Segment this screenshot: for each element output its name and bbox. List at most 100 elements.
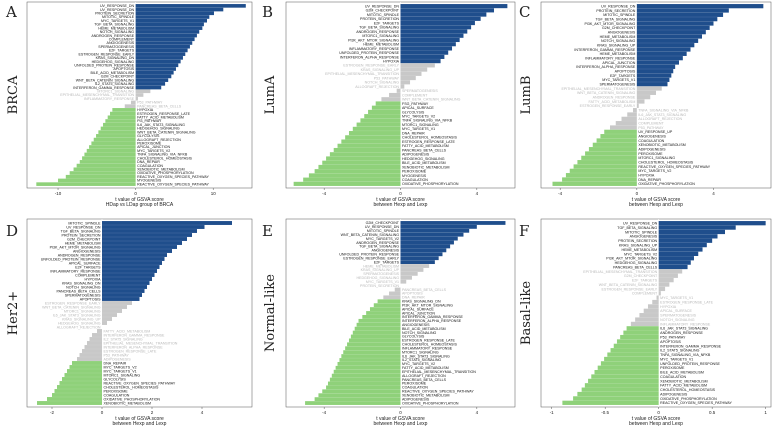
bar-label: PEROXISOME bbox=[402, 170, 427, 174]
subtype-label: BRCA bbox=[6, 75, 21, 114]
bar-up bbox=[400, 224, 477, 229]
bar-label: PROTEIN_SECRETION bbox=[360, 284, 399, 288]
bar-label: EPITHELIAL_MESENCHYMAL_TRANSITION bbox=[402, 370, 476, 374]
bar-down bbox=[369, 307, 401, 311]
bar-up bbox=[135, 70, 174, 75]
bar-up bbox=[400, 4, 508, 9]
bar-up bbox=[102, 221, 232, 225]
bar-label: PI3K_AKT_MTOR_SIGNALING bbox=[50, 245, 101, 249]
bar-label: PI3K_AKT_MTOR_SIGNALING bbox=[606, 257, 657, 261]
bar-up bbox=[135, 30, 200, 34]
x-axis-title: t value of GSVA score bbox=[632, 416, 681, 422]
bar-label: SPERMATOGENESIS bbox=[65, 293, 101, 297]
bar-label: APICAL_JUNCTION bbox=[402, 311, 435, 315]
bar-label: CHOLESTEROL_HOMEOSTASIS bbox=[660, 388, 715, 392]
x-tick-label: 0 bbox=[101, 410, 104, 415]
x-axis-title: t value of GSVA score bbox=[632, 197, 681, 203]
bar-label: OXIDATIVE_PHOSPHORYLATION bbox=[104, 397, 161, 401]
bar-label: ESTROGEN_RESPONSE_LATE bbox=[137, 112, 190, 116]
bar-label: ESTROGEN_RESPONSE_EARLY bbox=[602, 287, 658, 291]
bar-label: PROTEIN_SECRETION bbox=[62, 233, 101, 237]
bar-label: IL6_JAK_STAT3_SIGNALING bbox=[660, 327, 708, 331]
bar-label: COMPLEMENT bbox=[402, 93, 428, 97]
x-tick-label: 0.5 bbox=[709, 410, 716, 415]
bar-down bbox=[375, 101, 401, 106]
bar-label: XENOBIOTIC_METABOLISM bbox=[402, 393, 449, 397]
bar-label: ALLOGRAFT_REJECTION bbox=[638, 117, 682, 121]
bar-down bbox=[347, 342, 401, 347]
bar-neutral bbox=[135, 93, 144, 97]
bar-down bbox=[371, 105, 401, 110]
bar-down bbox=[105, 119, 136, 123]
bar-label: KRAS_SIGNALING_UP bbox=[62, 317, 101, 321]
bar-up bbox=[636, 64, 676, 69]
bar-label: DNA_REPAIR bbox=[402, 131, 425, 135]
x-tick-label: 10 bbox=[211, 191, 217, 196]
bar-label: HEDGEHOG_SIGNALING bbox=[137, 127, 180, 131]
bar-label: UNFOLDED_PROTEIN_RESPONSE bbox=[339, 51, 399, 55]
bar-label: OXIDATIVE_PHOSPHORYLATION bbox=[638, 182, 695, 186]
bar-label: PANCREAS_BETA_CELLS bbox=[613, 265, 658, 269]
bar-down bbox=[98, 130, 136, 134]
bar-up bbox=[135, 7, 224, 12]
bar-neutral bbox=[97, 329, 102, 333]
bar-label: CHOLESTEROL_HOMEOSTASIS bbox=[638, 161, 693, 165]
bar-label: MYOGENESIS bbox=[137, 179, 162, 183]
bar-up bbox=[400, 50, 449, 55]
plot-frame bbox=[540, 218, 772, 408]
bar-down bbox=[366, 311, 401, 315]
bar-label: BILE_ACID_METABOLISM bbox=[402, 161, 446, 165]
bar-label: INTERFERON_ALPHA_RESPONSE bbox=[402, 319, 462, 323]
bar-up bbox=[400, 244, 451, 249]
bar-label: UV_RESPONSE_DN bbox=[623, 222, 658, 226]
x-axis-title: t value of GSVA score bbox=[376, 416, 425, 422]
bar-neutral bbox=[636, 103, 639, 108]
x-tick-label: -4 bbox=[322, 410, 326, 415]
bar-neutral bbox=[135, 96, 138, 101]
bar-label: G2M_CHECKPOINT bbox=[366, 9, 400, 13]
bar-up bbox=[400, 221, 506, 225]
bar-label: MYC_TARGETS_V2 bbox=[402, 115, 435, 119]
bar-up bbox=[400, 232, 464, 237]
bar-label: REACTIVE_OXYGEN_SPECIES_PATHWAY bbox=[137, 175, 209, 179]
bar-label: REACTIVE_OXYGEN_SPECIES_PATHWAY bbox=[137, 182, 209, 186]
bar-neutral bbox=[658, 291, 661, 296]
bar-label: HYPOXIA bbox=[383, 59, 400, 63]
bar-label: APICAL_SURFACE bbox=[660, 309, 692, 313]
bar-down bbox=[573, 396, 659, 401]
bar-up bbox=[658, 229, 725, 235]
plot-frame bbox=[26, 1, 253, 189]
bar-up bbox=[135, 59, 181, 64]
bar-label: E2F_TARGETS bbox=[374, 21, 400, 25]
bar-label: HEDGEHOG_SIGNALING bbox=[615, 261, 658, 265]
x-tick-label: 2 bbox=[151, 410, 154, 415]
bar-label: WNT_BETA_CATENIN_SIGNALING bbox=[577, 91, 636, 95]
bar-up bbox=[658, 264, 688, 270]
bar-label: MYC_TARGETS_V2 bbox=[366, 237, 399, 241]
bar-label: BILE_ACID_METABOLISM bbox=[90, 71, 134, 75]
bar-up bbox=[658, 234, 718, 239]
bar-neutral bbox=[656, 295, 659, 300]
bar-down bbox=[86, 148, 136, 153]
bar-label: CHOLESTEROL_HOMEOSTASIS bbox=[137, 156, 192, 160]
bar-neutral bbox=[394, 287, 401, 292]
bar-neutral bbox=[102, 309, 122, 313]
bar-label: HEME_METABOLISM bbox=[363, 264, 399, 268]
bar-label: KRAS_SIGNALING_UP bbox=[361, 68, 400, 72]
bar-label: MYC_TARGETS_V1 bbox=[660, 357, 693, 361]
bar-label: UNFOLDED_PROTEIN_RESPONSE bbox=[339, 253, 399, 257]
bar-down bbox=[620, 334, 659, 340]
bar-up bbox=[102, 297, 140, 301]
bar-down bbox=[93, 137, 136, 142]
bar-label: E2F_TARGETS bbox=[109, 49, 135, 53]
bar-down bbox=[577, 391, 659, 397]
bar-down bbox=[364, 114, 401, 119]
bar-label: WNT_BETA_CATENIN_SIGNALING bbox=[599, 283, 658, 287]
bar-down bbox=[318, 164, 401, 170]
bar-down bbox=[350, 334, 401, 339]
bar-label: TNFA_SIGNALING_VIA_NFKB bbox=[660, 353, 711, 357]
bar-down bbox=[103, 122, 136, 127]
bar-neutral bbox=[389, 92, 401, 98]
bar-up bbox=[400, 33, 464, 38]
bar-label: PANCREAS_BETA_CELLS bbox=[402, 148, 447, 152]
